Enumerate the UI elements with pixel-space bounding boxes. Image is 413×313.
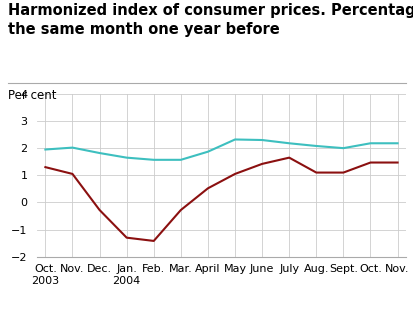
- EEA: [97, 151, 102, 155]
- EEA: [340, 146, 345, 150]
- Norway: [394, 161, 399, 164]
- Norway: [97, 208, 102, 212]
- EEA: [232, 138, 237, 141]
- EEA: [43, 148, 48, 151]
- EEA: [286, 141, 291, 145]
- Norway: [205, 187, 210, 190]
- Line: EEA: EEA: [45, 140, 396, 160]
- Text: Harmonized index of consumer prices. Percentage change from
the same month one y: Harmonized index of consumer prices. Per…: [8, 3, 413, 37]
- EEA: [394, 141, 399, 145]
- EEA: [205, 150, 210, 154]
- EEA: [178, 158, 183, 162]
- EEA: [259, 138, 264, 142]
- Norway: [367, 161, 372, 164]
- EEA: [313, 144, 318, 148]
- EEA: [367, 141, 372, 145]
- Norway: [124, 236, 129, 239]
- Norway: [43, 165, 48, 169]
- Legend: EEA, Norway: EEA, Norway: [144, 308, 298, 313]
- EEA: [124, 156, 129, 160]
- Line: Norway: Norway: [45, 158, 396, 241]
- EEA: [70, 146, 75, 150]
- Norway: [313, 171, 318, 174]
- EEA: [151, 158, 156, 162]
- Norway: [178, 208, 183, 212]
- Norway: [286, 156, 291, 160]
- Text: Per cent: Per cent: [8, 89, 57, 102]
- Norway: [70, 172, 75, 176]
- Norway: [232, 172, 237, 176]
- Norway: [259, 162, 264, 166]
- Norway: [151, 239, 156, 243]
- Norway: [340, 171, 345, 174]
